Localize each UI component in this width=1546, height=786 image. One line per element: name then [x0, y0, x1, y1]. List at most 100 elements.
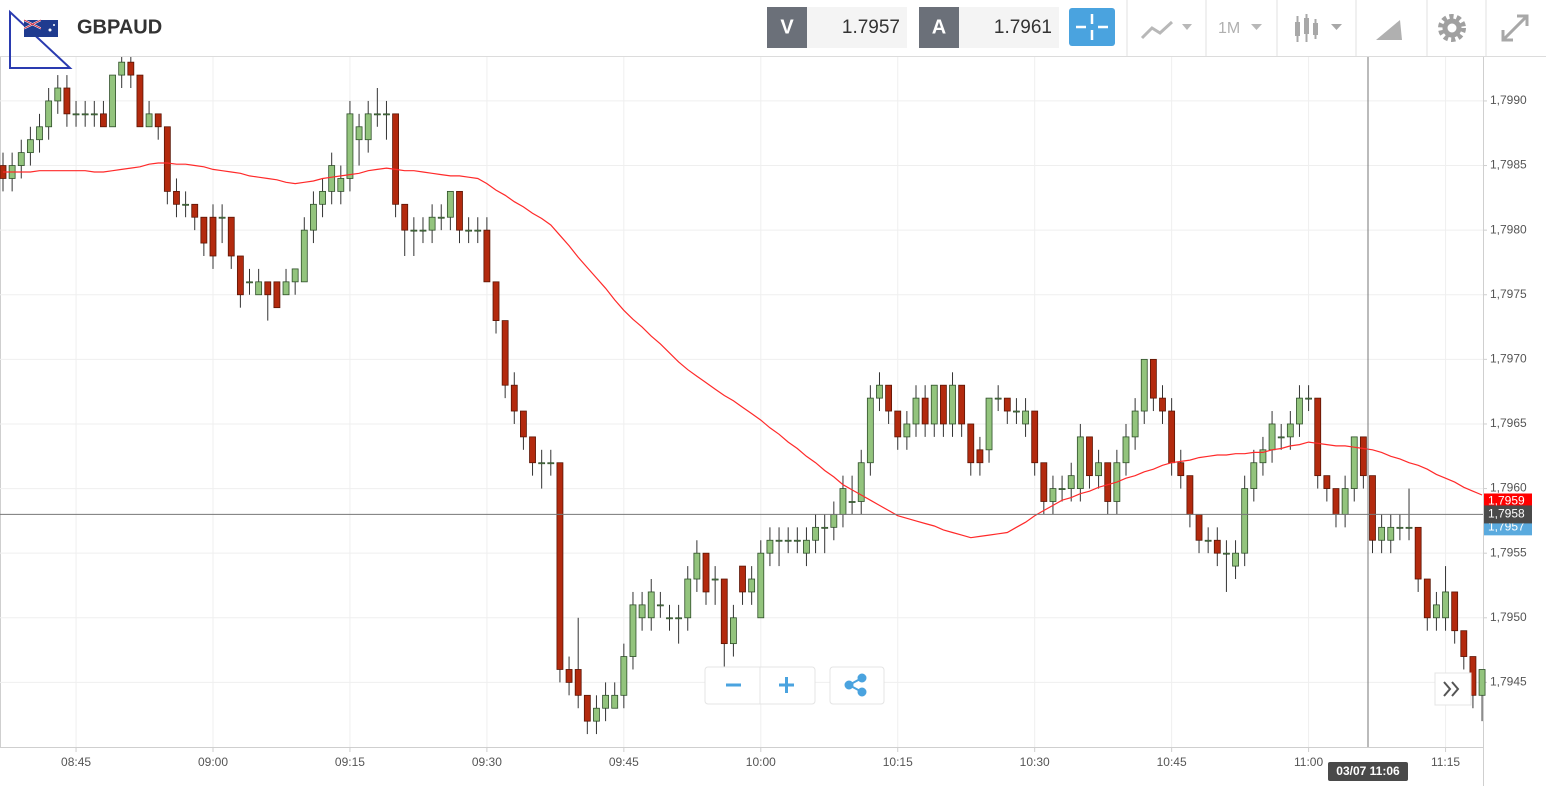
candle-body [1186, 475, 1194, 515]
timeframe-button[interactable]: 1M [1218, 20, 1240, 37]
crosshair-time-tag [1328, 762, 1408, 781]
candle-body [63, 87, 71, 115]
candle-body [456, 190, 463, 231]
candle-body [410, 229, 418, 232]
candle-body [830, 514, 838, 528]
candle-body [1433, 604, 1440, 619]
scroll-right-button[interactable] [1443, 681, 1460, 697]
candle-body [218, 216, 226, 219]
crosshair-icon [1076, 14, 1108, 40]
candle-body [939, 384, 947, 425]
candle-body [1332, 488, 1340, 515]
candle-body [985, 397, 993, 451]
chart-type-button[interactable] [1295, 14, 1342, 42]
candle-body [711, 578, 719, 581]
candle-body [227, 216, 235, 257]
bid-price: 1.7957 [842, 17, 900, 38]
candle-body [967, 423, 975, 464]
candle-body [1268, 423, 1276, 451]
candle-body [1140, 358, 1148, 412]
candle-body [1378, 526, 1386, 541]
candle-body [1013, 410, 1020, 413]
candle-body [1241, 488, 1249, 554]
moving-average-line [3, 162, 1483, 539]
toolbar-separators [1126, 0, 1487, 56]
candle-body [1086, 436, 1093, 477]
share-button[interactable] [844, 673, 867, 697]
candle-body [821, 526, 829, 529]
zoom-in-button[interactable] [779, 677, 794, 693]
candle-body [1223, 552, 1230, 555]
candle-body [383, 113, 390, 116]
candle-body [611, 694, 619, 709]
candle-body [300, 229, 308, 283]
ask-button[interactable] [919, 7, 959, 48]
candle-body [1405, 526, 1413, 529]
candle-body [136, 74, 144, 128]
candle-body [163, 126, 171, 192]
candle-body [675, 617, 683, 620]
candle-body [282, 281, 290, 296]
candle-body [885, 384, 893, 412]
candle-body [465, 229, 473, 232]
candle-body [720, 578, 728, 645]
plot-area: 1,7945 1,7950 1,7955 1,7960 1,7965 1,7970 1,79… [0, 49, 1532, 786]
candle-body [1040, 462, 1048, 502]
candle-body [1442, 591, 1449, 619]
candle-body [693, 552, 701, 580]
candle-body [583, 694, 591, 722]
candle-body [994, 397, 1002, 400]
candle-body [775, 539, 783, 542]
candle-body [1305, 397, 1312, 400]
candle-body [529, 436, 536, 464]
candle-body [1195, 514, 1203, 541]
candle-body [501, 320, 509, 386]
candle-body [1076, 436, 1084, 489]
candle-body [182, 203, 190, 206]
candle-body [565, 669, 573, 683]
candle-body [1359, 436, 1367, 477]
candle-body [602, 694, 609, 709]
share-box [829, 666, 885, 705]
candle-body [574, 669, 582, 696]
indicator-button[interactable] [1140, 20, 1192, 40]
candle-body [647, 591, 655, 619]
candle-body [26, 139, 34, 154]
ask-label: A [932, 16, 946, 38]
candle-body [866, 397, 874, 464]
candle-body [392, 113, 399, 205]
candle-body [1213, 539, 1221, 554]
candle-body [1149, 358, 1157, 399]
candle-body [766, 539, 774, 554]
candle-body [1277, 436, 1285, 439]
y-tick-label: 1,7975 [1490, 287, 1527, 301]
candle-body [236, 255, 244, 296]
candle-body [291, 268, 299, 283]
drawing-button[interactable] [1376, 20, 1402, 40]
crosshair-button[interactable] [1069, 8, 1115, 46]
x-tick-label: 11:15 [1431, 755, 1460, 769]
corner-marker [9, 9, 73, 69]
candle-body [264, 281, 272, 296]
candle-body [328, 165, 336, 192]
x-tick-label: 10:45 [1157, 755, 1187, 769]
candle-body [739, 565, 746, 593]
candle-body [1286, 423, 1294, 438]
candle-body [145, 113, 153, 128]
candle-body [373, 113, 381, 116]
fullscreen-button[interactable] [1501, 14, 1529, 42]
crosshair-time-label: 03/07 11:06 [1336, 764, 1400, 778]
candle-body [949, 384, 956, 425]
candle-body [127, 61, 135, 76]
bid-button[interactable] [767, 7, 807, 48]
settings-button[interactable] [1438, 14, 1466, 42]
symbol: GBPAUD [77, 16, 162, 38]
x-tick-label: 09:15 [335, 755, 365, 769]
candle-body [100, 113, 107, 128]
crosshair-price-label: 1,7958 [1488, 507, 1525, 521]
candle-body [401, 203, 409, 231]
x-tick-label: 10:30 [1020, 755, 1050, 769]
candle-body [1478, 669, 1486, 696]
